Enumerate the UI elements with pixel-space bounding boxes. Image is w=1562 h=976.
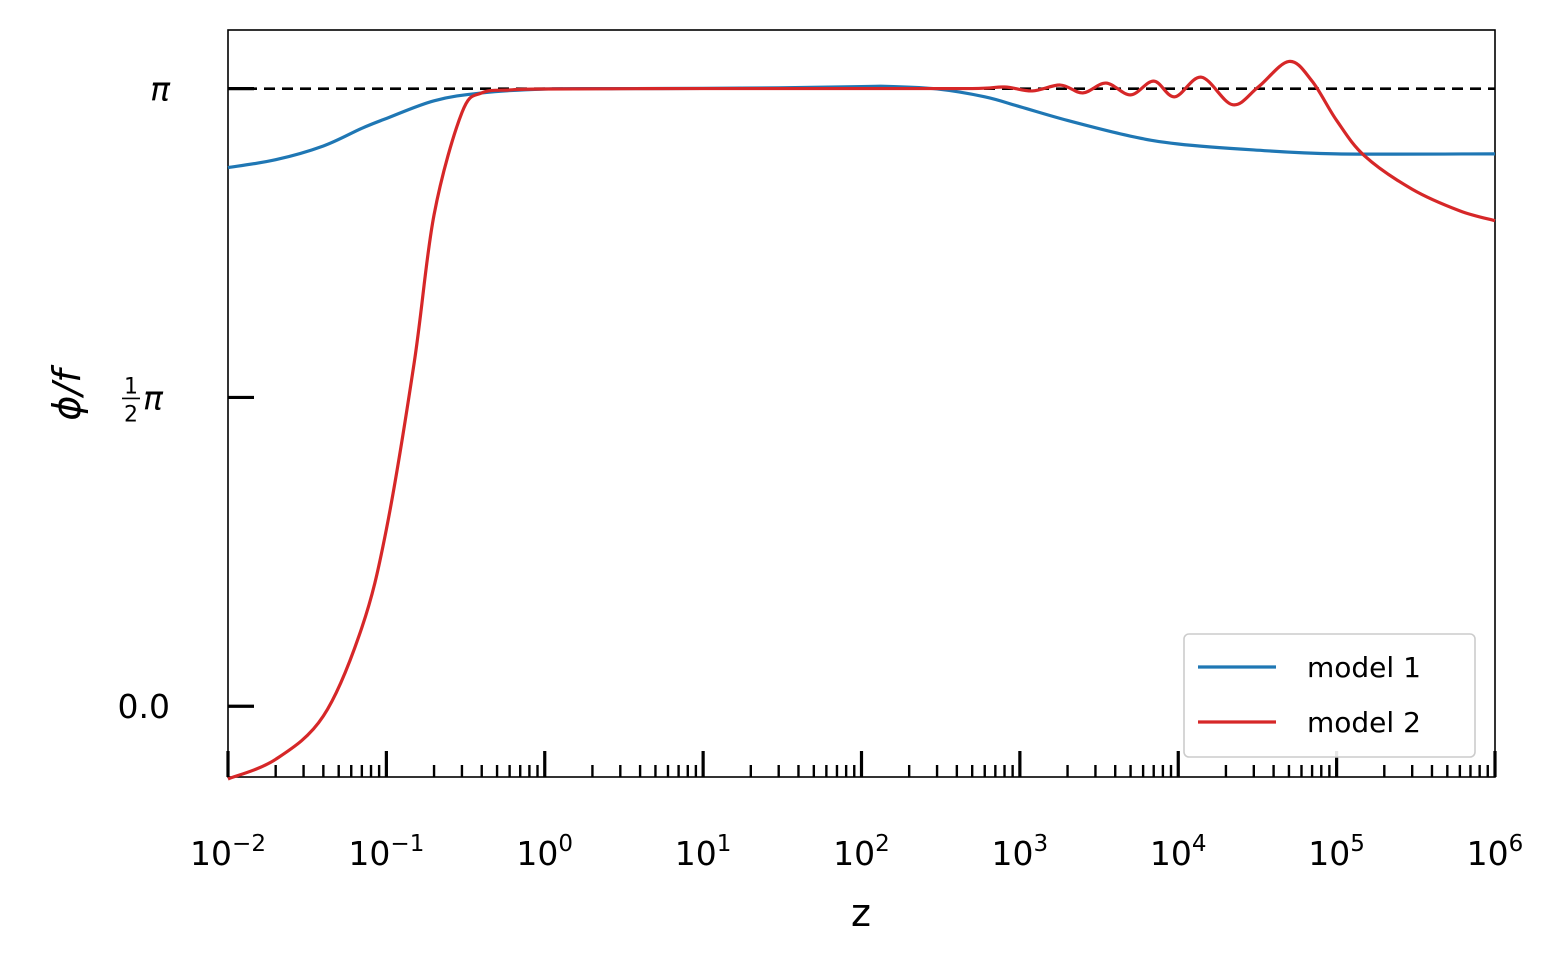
x-tick-label: 103 (992, 831, 1049, 873)
y-axis-label: ϕ/f (45, 364, 89, 421)
x-tick-label: 106 (1467, 831, 1524, 873)
x-axis-ticks: 10−2 10−1 100 101 102 103 104 105 106 (190, 751, 1523, 873)
x-tick-label: 10−1 (348, 831, 424, 873)
legend-box (1183, 633, 1476, 758)
frac-symbol: π (143, 378, 164, 417)
legend-label-2: model 2 (1307, 706, 1421, 739)
series-line-1 (227, 84, 1496, 170)
y-tick-label-half-pi: 1 2 π (122, 374, 164, 427)
frac-numerator: 1 (124, 374, 138, 399)
y-tick-label: π (150, 70, 171, 109)
legend: model 1 model 2 (1183, 633, 1476, 758)
y-axis-ticks: 0.012 ππ (118, 70, 254, 726)
legend-label-1: model 1 (1307, 651, 1421, 684)
series-layer (227, 59, 1496, 781)
x-tick-label: 105 (1308, 831, 1365, 873)
y-tick-label: 0.0 (118, 687, 170, 726)
x-tick-label: 10−2 (190, 831, 266, 873)
x-axis-label: z (851, 891, 871, 935)
x-tick-label: 100 (516, 831, 573, 873)
frac-denominator: 2 (124, 402, 138, 427)
x-tick-label: 101 (675, 831, 732, 873)
x-tick-label: 102 (833, 831, 890, 873)
x-tick-label: 104 (1150, 831, 1207, 873)
series-line-2 (227, 59, 1496, 781)
